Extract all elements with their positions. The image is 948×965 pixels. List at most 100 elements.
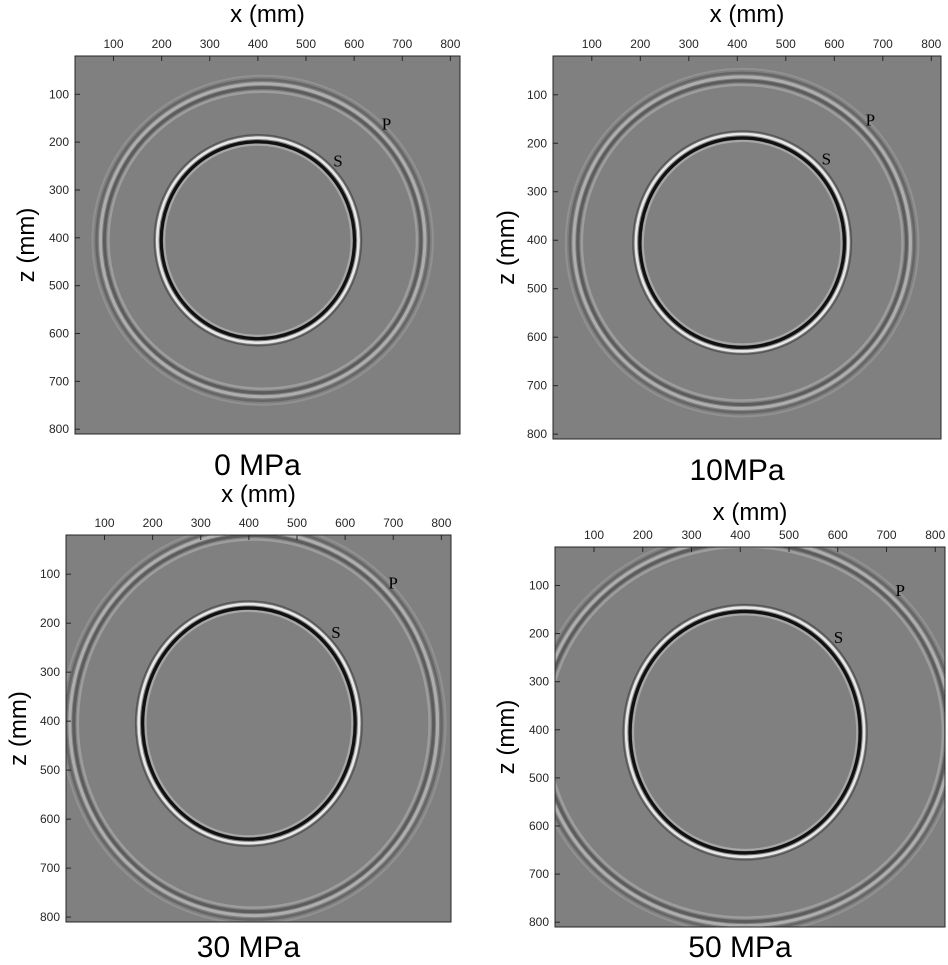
x-tick-label: 100 <box>103 37 123 51</box>
x-tick-label: 600 <box>828 528 848 542</box>
z-axis-label: z (mm) <box>493 210 520 285</box>
x-tick-label: 800 <box>921 37 941 51</box>
x-tick-label: 400 <box>248 37 268 51</box>
z-tick-label: 100 <box>529 578 549 592</box>
x-axis-label: x (mm) <box>713 499 788 526</box>
x-tick-label: 500 <box>779 528 799 542</box>
x-tick-label: 700 <box>876 528 896 542</box>
z-tick-label: 500 <box>527 282 547 296</box>
s-wavefront-ring <box>622 603 868 861</box>
panel-1: P S 100 200 300 400 500 600 700 800 100 200 300 400 50… <box>13 1 461 482</box>
x-tick-label: 600 <box>824 37 844 51</box>
x-tick-label: 400 <box>730 528 750 542</box>
x-tick-label: 200 <box>633 528 653 542</box>
axes-frame <box>65 534 452 923</box>
z-tick-label: 800 <box>529 915 549 929</box>
s-wave-label: S <box>331 623 340 642</box>
z-tick-label: 400 <box>529 723 549 737</box>
p-wave-label: P <box>866 111 875 130</box>
z-tick-label: 800 <box>527 427 547 441</box>
x-tick-label: 500 <box>287 516 307 530</box>
z-tick-label: 300 <box>49 183 69 197</box>
s-wavefront-ring <box>153 133 363 347</box>
panel-caption: 0 MPa <box>214 449 301 482</box>
z-tick-label: 700 <box>40 861 60 875</box>
z-tick-label: 100 <box>49 87 69 101</box>
x-tick-label: 700 <box>392 37 412 51</box>
x-tick-label: 400 <box>239 516 259 530</box>
s-wavefront-ring <box>134 600 363 847</box>
z-tick-label: 100 <box>527 88 547 102</box>
z-tick-label: 300 <box>40 665 60 679</box>
x-tick-label: 800 <box>925 528 945 542</box>
z-tick-label: 700 <box>527 379 547 393</box>
x-tick-label: 300 <box>191 516 211 530</box>
x-tick-label: 800 <box>431 516 451 530</box>
p-wave-label: P <box>382 115 391 134</box>
z-tick-label: 400 <box>527 233 547 247</box>
s-wave-label: S <box>834 628 843 647</box>
x-tick-label: 700 <box>873 37 893 51</box>
panel-4: P S 100 200 300 400 500 600 700 800 100 200 300 400 50… <box>493 499 946 964</box>
z-tick-label: 600 <box>49 327 69 341</box>
panel-caption: 50 MPa <box>688 931 792 964</box>
x-tick-label: 100 <box>584 528 604 542</box>
x-tick-label: 300 <box>200 37 220 51</box>
z-tick-label: 400 <box>40 714 60 728</box>
x-tick-label: 100 <box>94 516 114 530</box>
z-tick-label: 200 <box>49 135 69 149</box>
z-tick-label: 600 <box>529 819 549 833</box>
x-tick-label: 800 <box>440 37 460 51</box>
x-tick-label: 500 <box>776 37 796 51</box>
z-tick-label: 700 <box>529 867 549 881</box>
field-background <box>75 56 460 434</box>
z-tick-label: 500 <box>40 763 60 777</box>
p-wavefront-ring <box>91 74 434 406</box>
x-tick-label: 200 <box>152 37 172 51</box>
axes-frame <box>552 55 942 440</box>
z-tick-label: 400 <box>49 231 69 245</box>
axes-frame <box>554 546 946 928</box>
x-tick-label: 200 <box>630 37 650 51</box>
x-axis-label: x (mm) <box>710 1 785 28</box>
z-tick-label: 200 <box>529 627 549 641</box>
panel-3: P S 100 200 300 400 500 600 700 800 100 200 300 400 50… <box>5 481 452 964</box>
s-wavefront-ring <box>632 130 853 356</box>
x-axis-label: x (mm) <box>221 481 296 508</box>
p-wave-label: P <box>896 581 905 600</box>
z-tick-label: 800 <box>49 422 69 436</box>
panel-caption: 10MPa <box>689 454 784 487</box>
z-tick-label: 300 <box>529 675 549 689</box>
x-tick-label: 300 <box>681 528 701 542</box>
x-tick-label: 600 <box>335 516 355 530</box>
field-background <box>66 535 451 922</box>
z-tick-label: 200 <box>40 616 60 630</box>
panel-caption: 30 MPa <box>197 931 301 964</box>
z-tick-label: 300 <box>527 185 547 199</box>
z-tick-label: 500 <box>49 279 69 293</box>
p-wavefront-ring <box>66 535 447 922</box>
p-wavefront-ring <box>564 67 920 418</box>
x-tick-label: 600 <box>344 37 364 51</box>
z-axis-label: z (mm) <box>5 691 32 766</box>
x-tick-label: 200 <box>143 516 163 530</box>
field-background <box>553 56 941 439</box>
z-tick-label: 200 <box>527 136 547 150</box>
z-tick-label: 800 <box>40 910 60 924</box>
x-tick-label: 100 <box>582 37 602 51</box>
z-tick-label: 600 <box>527 330 547 344</box>
z-tick-label: 500 <box>529 771 549 785</box>
p-wave-label: P <box>388 573 397 592</box>
x-axis-label: x (mm) <box>230 1 305 28</box>
z-tick-label: 100 <box>40 567 60 581</box>
z-axis-label: z (mm) <box>13 208 40 283</box>
s-wave-label: S <box>333 151 342 170</box>
panel-2: P S 100 200 300 400 500 600 700 800 100 200 300 400 50… <box>493 1 942 487</box>
z-tick-label: 700 <box>49 374 69 388</box>
x-tick-label: 300 <box>679 37 699 51</box>
p-wavefront-ring <box>555 547 945 927</box>
x-tick-label: 400 <box>727 37 747 51</box>
z-axis-label: z (mm) <box>493 700 520 775</box>
axes-frame <box>74 55 461 435</box>
